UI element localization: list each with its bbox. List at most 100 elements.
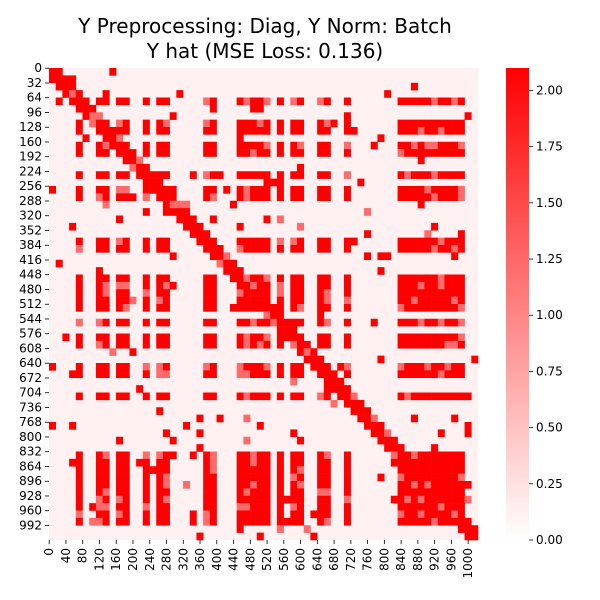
heatmap-cell bbox=[343, 281, 351, 290]
heatmap-cell bbox=[323, 503, 331, 511]
heatmap-cell bbox=[310, 510, 318, 519]
heatmap-cell bbox=[323, 141, 331, 150]
heatmap-cell bbox=[75, 304, 83, 312]
heatmap-cell bbox=[122, 503, 130, 511]
heatmap-cell bbox=[250, 296, 258, 305]
heatmap-cell bbox=[343, 296, 351, 305]
heatmap-cell bbox=[437, 97, 445, 106]
heatmap-cell bbox=[75, 289, 83, 297]
heatmap-cell bbox=[116, 304, 124, 312]
heatmap-cell bbox=[343, 385, 351, 393]
heatmap-cell bbox=[323, 245, 331, 253]
heatmap-cell bbox=[256, 363, 264, 371]
heatmap-cell bbox=[410, 473, 418, 482]
heatmap-cell bbox=[250, 495, 258, 504]
heatmap-cell bbox=[297, 274, 305, 283]
heatmap-cell bbox=[156, 304, 164, 312]
heatmap-cell bbox=[250, 104, 258, 113]
heatmap-cell bbox=[297, 517, 305, 526]
x-tick-label: 560 bbox=[277, 548, 291, 571]
heatmap-cell bbox=[69, 222, 77, 231]
heatmap-cell bbox=[95, 274, 103, 283]
heatmap-cell bbox=[437, 318, 445, 327]
heatmap-cell bbox=[142, 289, 150, 297]
heatmap-cell bbox=[243, 458, 251, 467]
heatmap-cell bbox=[162, 510, 170, 519]
heatmap-cell bbox=[437, 193, 445, 202]
heatmap-cell bbox=[263, 363, 271, 371]
heatmap-cell bbox=[457, 274, 465, 283]
heatmap-cell bbox=[102, 97, 110, 106]
heatmap-cell bbox=[457, 141, 465, 150]
heatmap-cell bbox=[457, 186, 465, 194]
heatmap-cell bbox=[169, 208, 177, 216]
heatmap-cell bbox=[303, 348, 311, 356]
heatmap-cell bbox=[364, 230, 372, 238]
heatmap-cell bbox=[424, 127, 432, 135]
heatmap-cell bbox=[417, 296, 425, 305]
heatmap-cell bbox=[424, 503, 432, 511]
heatmap-cell bbox=[102, 473, 110, 482]
heatmap-cell bbox=[122, 245, 130, 253]
heatmap-cell bbox=[236, 127, 244, 135]
heatmap-cell bbox=[317, 363, 325, 371]
heatmap-cell bbox=[122, 451, 130, 460]
heatmap-cell bbox=[437, 171, 445, 179]
heatmap-cell bbox=[343, 363, 351, 371]
heatmap-cell bbox=[417, 495, 425, 504]
heatmap-cell bbox=[437, 363, 445, 371]
heatmap-cell bbox=[236, 304, 244, 312]
heatmap-cell bbox=[229, 274, 237, 283]
heatmap-cell bbox=[451, 466, 459, 474]
colorbar-tick-label: 0.75 bbox=[536, 364, 563, 378]
heatmap-cell bbox=[397, 481, 405, 489]
heatmap-cell bbox=[350, 392, 358, 401]
heatmap-cell bbox=[203, 458, 211, 467]
heatmap-cell bbox=[451, 495, 459, 504]
heatmap-cell bbox=[417, 340, 425, 349]
heatmap-cell bbox=[209, 186, 217, 194]
y-tick-label: 64 bbox=[27, 91, 42, 105]
heatmap-cell bbox=[404, 481, 412, 489]
heatmap-cell bbox=[203, 517, 211, 526]
heatmap-cell bbox=[129, 163, 137, 172]
heatmap-cell bbox=[297, 503, 305, 511]
heatmap-cell bbox=[122, 156, 130, 165]
heatmap-cell bbox=[397, 333, 405, 342]
x-tick-label: 680 bbox=[327, 548, 341, 571]
heatmap-cell bbox=[243, 488, 251, 497]
heatmap-cell bbox=[250, 97, 258, 106]
heatmap-cell bbox=[397, 171, 405, 179]
heatmap-cell bbox=[196, 444, 204, 452]
heatmap-cell bbox=[263, 503, 271, 511]
heatmap-cell bbox=[297, 245, 305, 253]
x-tick-label: 1000 bbox=[461, 548, 475, 579]
heatmap-cell bbox=[136, 171, 144, 179]
heatmap-cell bbox=[404, 333, 412, 342]
heatmap-cell bbox=[424, 473, 432, 482]
heatmap-cell bbox=[431, 333, 439, 342]
heatmap-cell bbox=[431, 237, 439, 246]
heatmap-cell bbox=[156, 186, 164, 194]
heatmap-cell bbox=[102, 245, 110, 253]
heatmap-cell bbox=[142, 304, 150, 312]
heatmap-cell bbox=[364, 407, 372, 415]
heatmap-cell bbox=[250, 458, 258, 467]
heatmap-cell bbox=[290, 304, 298, 312]
heatmap-cell bbox=[431, 193, 439, 202]
heatmap-cell bbox=[330, 119, 338, 128]
heatmap-cell bbox=[263, 215, 271, 224]
x-tick-label: 200 bbox=[126, 548, 140, 571]
heatmap-cell bbox=[457, 333, 465, 342]
heatmap-cell bbox=[142, 392, 150, 401]
heatmap-cell bbox=[209, 171, 217, 179]
heatmap-cell bbox=[256, 318, 264, 327]
heatmap-cell bbox=[122, 340, 130, 349]
heatmap-cell bbox=[276, 495, 284, 504]
heatmap-cell bbox=[89, 119, 97, 128]
heatmap-cell bbox=[209, 488, 217, 497]
heatmap-cell bbox=[203, 333, 211, 342]
heatmap-cell bbox=[149, 171, 157, 179]
heatmap-cell bbox=[417, 119, 425, 128]
heatmap-cell bbox=[276, 304, 284, 312]
